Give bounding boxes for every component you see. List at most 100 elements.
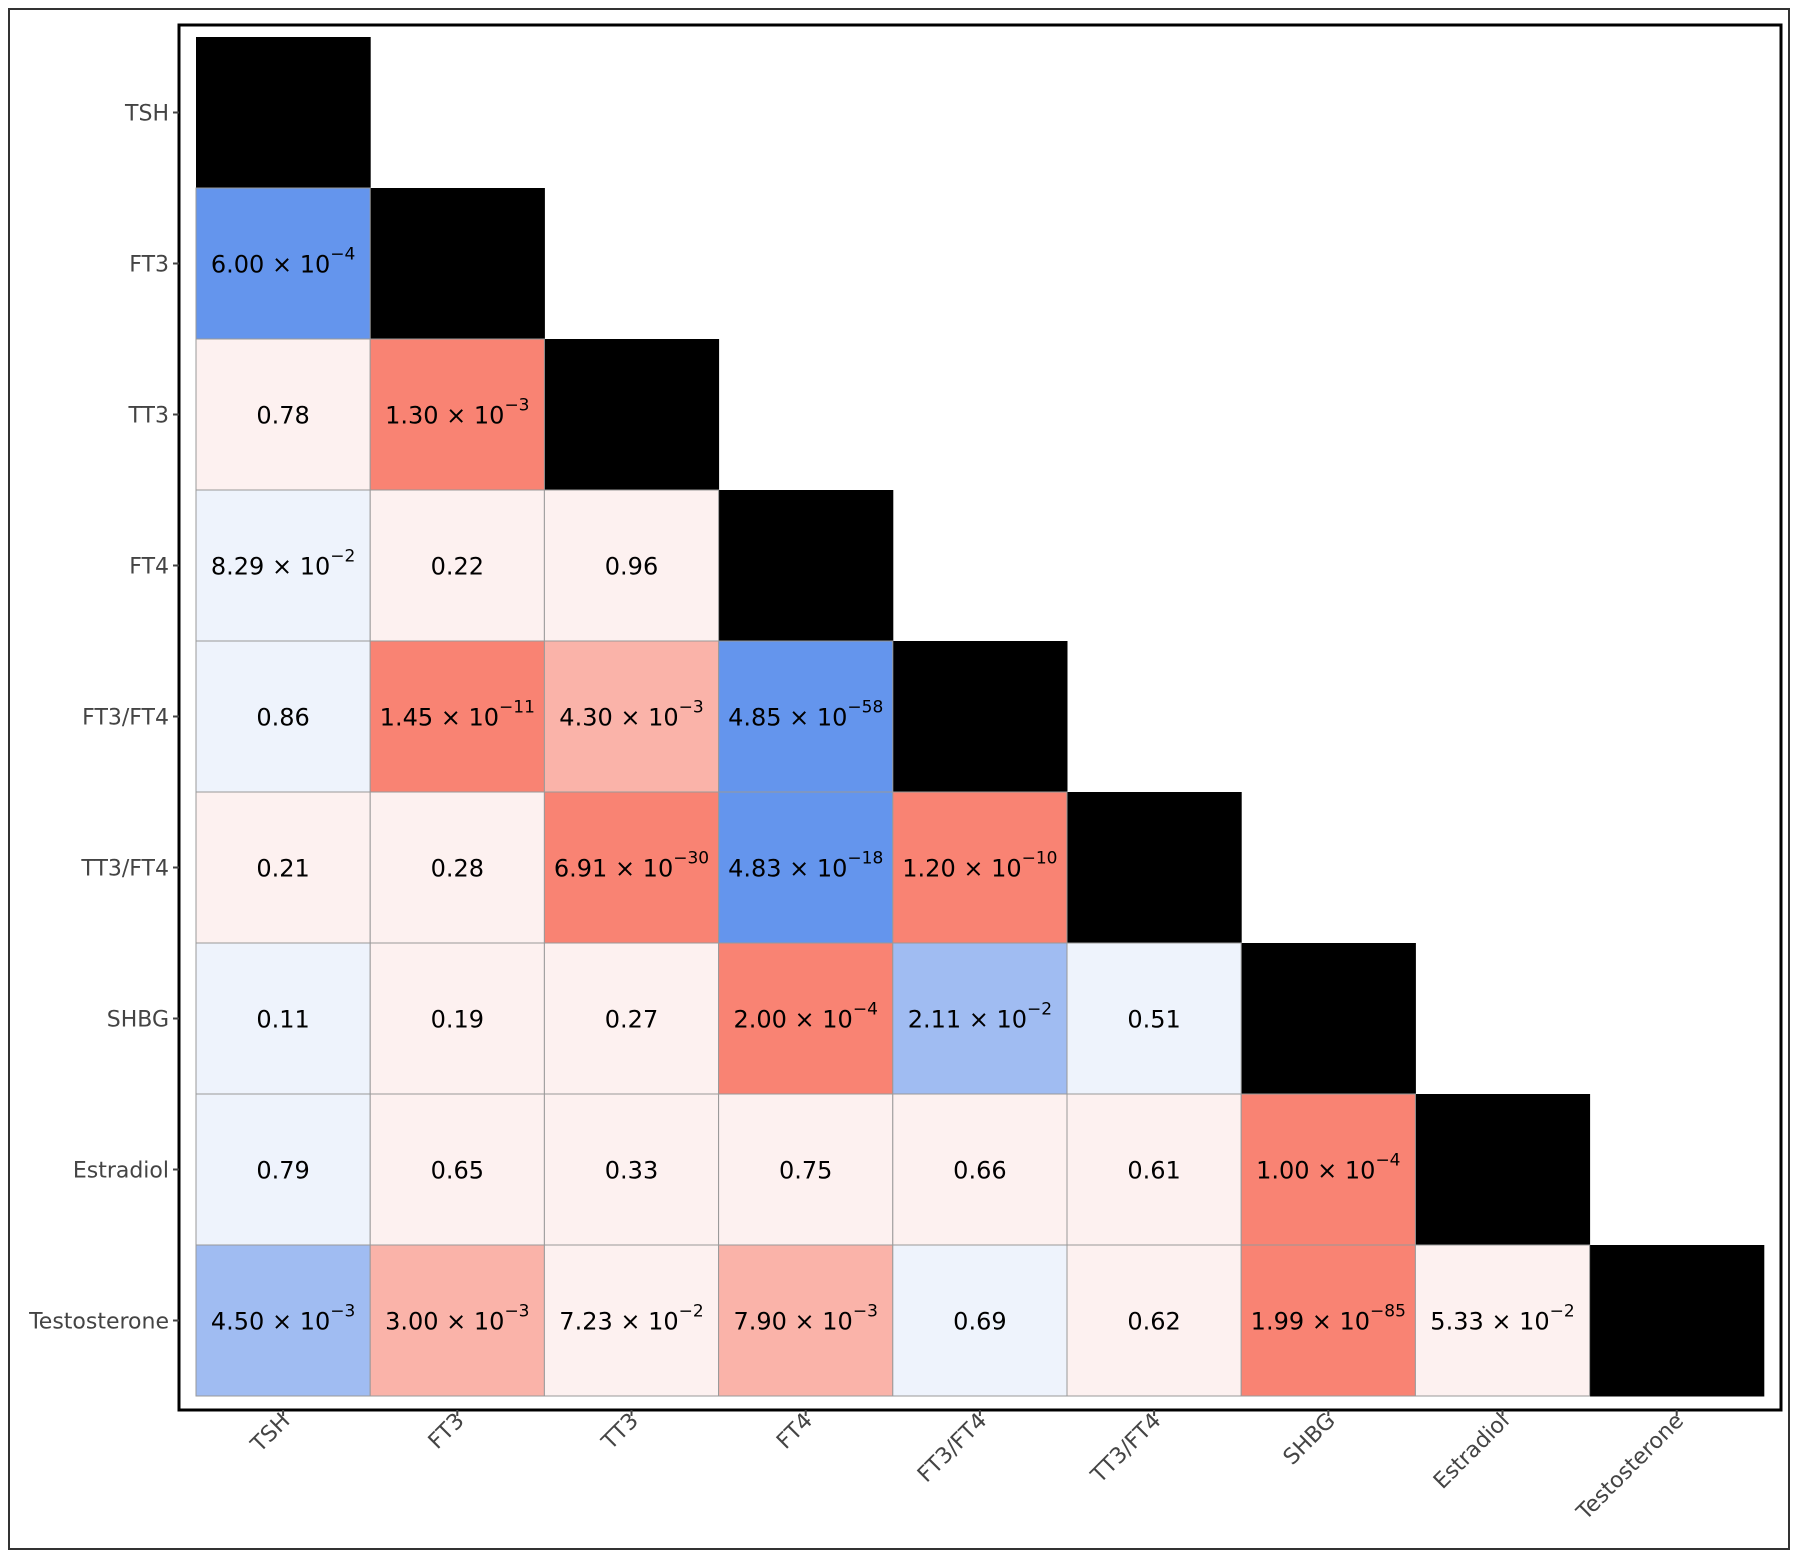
y-label-estradiol: Estradiol: [73, 1159, 169, 1184]
cell-tt3-ft3-exponent: −3: [504, 396, 529, 416]
cell-testosterone-tt3-times-ten: × 10: [613, 1308, 679, 1336]
diagonal-cell-estradiol: [1415, 1094, 1591, 1246]
cell-tt3-ft4-ft4-value: 4.83 × 10−18: [728, 849, 883, 883]
cell-shbg-ft4-mantissa: 2.00: [733, 1006, 786, 1034]
cell-tt3-ft4-ft3-ft4: [892, 791, 1068, 944]
x-label-tsh: TSH: [246, 1409, 295, 1458]
cell-ft4-tt3-value: 0.96: [605, 553, 658, 581]
cell-shbg-ft3-ft4: [892, 942, 1068, 1095]
cell-testosterone-shbg-value: 1.99 × 10−85: [1251, 1302, 1406, 1336]
cell-testosterone-ft3: [369, 1244, 545, 1397]
cell-testosterone-tt3-mantissa: 7.23: [559, 1308, 612, 1336]
y-label-shbg: SHBG: [107, 1008, 169, 1033]
cell-ft3-tsh: [195, 187, 371, 340]
cell-testosterone-tsh: [195, 1244, 371, 1397]
cell-estradiol-shbg: [1240, 1093, 1416, 1246]
x-label-tt3: TT3: [597, 1409, 644, 1456]
diagonal-cell-testosterone: [1589, 1245, 1765, 1397]
cell-tt3-ft4-ft3-ft4-times-ten: × 10: [956, 855, 1022, 883]
cell-ft3-ft4-tt3-exponent: −3: [679, 698, 704, 718]
cell-testosterone-ft4-value: 7.90 × 10−3: [733, 1302, 877, 1336]
diagonal-cell-ft3: [370, 188, 545, 340]
cell-estradiol-shbg-exponent: −4: [1375, 1151, 1400, 1171]
cell-testosterone-shbg: [1240, 1244, 1416, 1397]
cell-tt3-ft3-value: 1.30 × 10−3: [385, 396, 529, 430]
cell-ft3-tsh-times-ten: × 10: [264, 251, 330, 279]
cell-ft3-ft4-tsh: [195, 640, 371, 793]
y-label-tt3: TT3: [128, 404, 170, 429]
cell-ft3-ft4-tt3-mantissa: 4.30: [559, 704, 612, 732]
cell-tt3-ft4-ft4-mantissa: 4.83: [728, 855, 781, 883]
y-label-ft3-ft4: FT3/FT4: [82, 706, 169, 731]
y-label-testosterone: Testosterone: [28, 1310, 169, 1335]
cell-ft4-ft3: [369, 489, 545, 642]
cell-ft3-tsh-mantissa: 6.00: [211, 251, 264, 279]
cell-tt3-ft4-ft3: [369, 791, 545, 944]
cell-shbg-ft3-ft4-mantissa: 2.11: [908, 1006, 961, 1034]
cell-estradiol-tsh-value: 0.79: [256, 1157, 309, 1185]
cell-shbg-ft4: [718, 942, 894, 1095]
cell-shbg-ft4-value: 2.00 × 10−4: [733, 1000, 877, 1034]
cell-estradiol-tt3-ft4-value: 0.61: [1127, 1157, 1180, 1185]
cell-testosterone-estradiol-value: 5.33 × 10−2: [1430, 1302, 1574, 1336]
cell-estradiol-ft4: [718, 1093, 894, 1246]
cell-testosterone-ft4-times-ten: × 10: [787, 1308, 853, 1336]
cell-shbg-ft3-ft4-times-ten: × 10: [961, 1006, 1027, 1034]
cell-testosterone-shbg-exponent: −85: [1370, 1302, 1406, 1322]
cell-shbg-tsh-value: 0.11: [256, 1006, 309, 1034]
diagonal-cell-ft4: [718, 490, 894, 642]
cell-tt3-ft3: [369, 338, 545, 491]
diagonal-cell-tt3: [544, 339, 720, 491]
cell-ft3-ft4-tt3-value: 4.30 × 10−3: [559, 698, 703, 732]
cell-shbg-ft3: [369, 942, 545, 1095]
cell-shbg-tt3: [543, 942, 720, 1095]
cell-testosterone-estradiol-times-ten: × 10: [1484, 1308, 1550, 1336]
cell-ft3-ft4-ft4-times-ten: × 10: [782, 704, 848, 732]
cell-shbg-ft4-times-ten: × 10: [787, 1006, 853, 1034]
cell-estradiol-shbg-times-ten: × 10: [1310, 1157, 1376, 1185]
figure-frame: [8, 8, 1790, 1550]
cell-testosterone-ft4-exponent: −3: [853, 1302, 878, 1322]
cell-shbg-ft3-ft4-exponent: −2: [1027, 1000, 1052, 1020]
cell-tt3-ft4-ft3-ft4-value: 1.20 × 10−10: [902, 849, 1057, 883]
cell-testosterone-tt3-exponent: −2: [679, 1302, 704, 1322]
y-label-ft3: FT3: [129, 253, 169, 278]
cell-ft4-tsh-value: 8.29 × 10−2: [211, 547, 355, 581]
x-axis-labels: TSH FT3 TT3 FT4 FT3/FT4 TT3/FT4 SHBG Estradiol T…: [246, 1409, 1689, 1526]
cell-ft3-ft4-ft4: [718, 640, 894, 793]
x-label-ft3: FT3: [424, 1409, 470, 1455]
cell-ft4-tsh-exponent: −2: [330, 547, 355, 567]
y-label-ft4: FT4: [129, 555, 169, 580]
cell-testosterone-tsh-times-ten: × 10: [264, 1308, 330, 1336]
cell-testosterone-tt3: [543, 1244, 720, 1397]
cell-ft3-tsh-value: 6.00 × 10−4: [211, 245, 355, 279]
cell-ft3-ft4-tt3: [543, 640, 720, 793]
cell-estradiol-shbg-mantissa: 1.00: [1256, 1157, 1309, 1185]
cell-testosterone-tsh-exponent: −3: [330, 1302, 355, 1322]
x-label-estradiol: Estradiol: [1429, 1409, 1515, 1495]
cell-tt3-ft4-tsh: [195, 791, 371, 944]
cell-tt3-ft4-ft3-value: 0.28: [431, 855, 484, 883]
y-label-tt3-ft4: TT3/FT4: [80, 857, 169, 882]
cell-shbg-ft4-exponent: −4: [853, 1000, 878, 1020]
cell-testosterone-estradiol-exponent: −2: [1550, 1302, 1575, 1322]
cell-testosterone-shbg-mantissa: 1.99: [1251, 1308, 1304, 1336]
x-label-tt3-ft4: TT3/FT4: [1086, 1409, 1166, 1489]
cell-testosterone-ft4-mantissa: 7.90: [733, 1308, 786, 1336]
cell-estradiol-ft3-ft4-value: 0.66: [953, 1157, 1006, 1185]
cell-testosterone-ft3-mantissa: 3.00: [385, 1308, 438, 1336]
cell-tt3-ft4-tt3-times-ten: × 10: [607, 855, 673, 883]
cell-tt3-ft4-tt3-exponent: −30: [673, 849, 709, 869]
x-label-ft3-ft4: FT3/FT4: [913, 1409, 992, 1488]
cell-tt3-ft4-ft3-ft4-exponent: −10: [1022, 849, 1058, 869]
cell-ft3-ft4-tsh-value: 0.86: [256, 704, 309, 732]
diagonal-cell-tsh: [196, 37, 371, 189]
cell-testosterone-ft3-value: 3.00 × 10−3: [385, 1302, 529, 1336]
cell-ft3-ft4-tt3-times-ten: × 10: [613, 704, 679, 732]
cell-tt3-ft4-tt3-mantissa: 6.91: [554, 855, 607, 883]
cell-estradiol-ft3-value: 0.65: [431, 1157, 484, 1185]
cell-tt3-ft4-ft4: [718, 791, 894, 944]
diagonal-cell-tt3-ft4: [1067, 792, 1242, 944]
cell-tt3-ft3-mantissa: 1.30: [385, 402, 438, 430]
